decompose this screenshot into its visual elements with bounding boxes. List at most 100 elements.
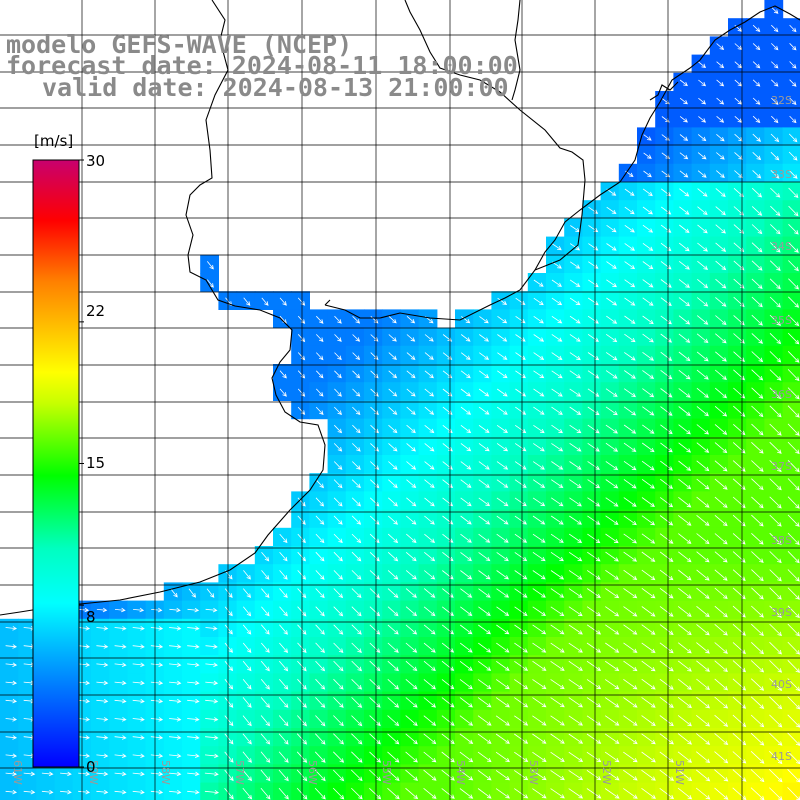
wind-arrow: [279, 533, 288, 544]
wind-arrow: [569, 261, 581, 269]
wind-arrow: [550, 497, 564, 507]
wind-cell: [782, 54, 800, 74]
wind-arrow: [605, 388, 618, 397]
wind-arrow: [224, 733, 234, 745]
wind-arrow: [406, 370, 416, 379]
wind-arrow: [623, 788, 638, 799]
wind-arrow: [460, 461, 472, 470]
wind-arrow: [96, 717, 109, 722]
wind-arrow: [387, 533, 399, 544]
wind-arrow: [678, 333, 691, 343]
wind-arrow: [605, 551, 619, 562]
wind-arrow: [551, 297, 563, 306]
wind-arrow: [697, 242, 708, 252]
wind-arrow: [752, 115, 761, 123]
wind-arrow: [132, 789, 145, 795]
wind-arrow: [78, 789, 91, 795]
wind-arrow: [316, 352, 324, 361]
wind-arrow: [187, 698, 200, 704]
wind-arrow: [334, 388, 342, 397]
wind-arrow: [314, 787, 326, 800]
wind-arrow: [224, 715, 234, 727]
wind-arrow: [751, 551, 764, 563]
wind-arrow: [532, 624, 547, 635]
wind-arrow: [442, 588, 454, 598]
wind-arrow: [260, 697, 271, 708]
wind-arrow: [587, 333, 599, 342]
wind-arrow: [279, 297, 287, 306]
wind-arrow: [460, 370, 471, 379]
wind-arrow: [660, 279, 672, 288]
wind-arrow: [388, 461, 398, 470]
wind-arrow: [369, 606, 381, 617]
wind-arrow: [787, 351, 800, 363]
wind-arrow: [114, 735, 127, 740]
wind-arrow: [771, 79, 779, 87]
wind-arrow: [423, 679, 436, 690]
wind-arrow: [643, 170, 652, 178]
wind-arrow: [496, 606, 510, 616]
wind-arrow: [623, 733, 638, 745]
wind-arrow: [678, 297, 691, 307]
wind-arrow: [441, 642, 455, 653]
wind-arrow: [78, 662, 91, 667]
wind-arrow: [696, 551, 710, 563]
wind-arrow: [787, 787, 800, 800]
wind-arrow: [714, 587, 728, 600]
wind-arrow: [315, 479, 324, 489]
wind-arrow: [242, 606, 252, 617]
wind-arrow: [96, 662, 109, 667]
wind-arrow: [514, 606, 528, 616]
wind-arrow: [714, 369, 727, 380]
wind-arrow: [551, 479, 564, 488]
wind-arrow: [460, 606, 473, 617]
wind-arrow: [369, 642, 381, 653]
wind-arrow: [569, 442, 582, 452]
wind-arrow: [641, 587, 656, 599]
wind-arrow: [586, 697, 602, 708]
wind-arrow: [496, 588, 510, 598]
wind-arrow: [170, 588, 178, 598]
wind-arrow: [659, 787, 675, 800]
wind-arrow: [224, 751, 234, 763]
wind-arrow: [551, 243, 562, 251]
wind-arrow: [406, 352, 416, 360]
wind-arrow: [60, 789, 72, 795]
wind-arrow: [769, 660, 783, 673]
wind-arrow: [769, 641, 782, 655]
wind-arrow: [641, 715, 656, 726]
wind-arrow: [716, 170, 725, 178]
wind-arrow: [150, 662, 164, 667]
wind-arrow: [696, 642, 710, 654]
wind-arrow: [752, 97, 761, 105]
wind-arrow: [496, 515, 509, 525]
wind-arrow: [750, 751, 765, 764]
wind-arrow: [714, 387, 728, 399]
wind-arrow: [60, 771, 72, 777]
wind-arrow: [696, 533, 710, 545]
wind-arrow: [750, 714, 765, 728]
wind-arrow: [568, 551, 583, 562]
wind-arrow: [477, 697, 492, 708]
wind-arrow: [242, 624, 252, 635]
wind-arrow: [460, 443, 472, 452]
lon-label: 59W: [87, 760, 100, 785]
wind-arrow: [550, 733, 565, 744]
wind-cell: [163, 782, 183, 800]
wind-arrow: [789, 79, 797, 87]
wind-arrow: [532, 697, 547, 708]
wind-arrow: [770, 224, 781, 235]
wind-arrow: [697, 134, 707, 142]
wind-arrow: [387, 570, 399, 580]
wind-arrow: [660, 424, 673, 435]
wind-arrow: [623, 606, 638, 617]
wind-arrow: [714, 478, 728, 490]
wind-arrow: [752, 43, 761, 51]
wind-arrow: [568, 660, 583, 671]
wind-arrow: [459, 660, 473, 671]
wind-arrow: [150, 789, 164, 795]
wind-arrow: [316, 370, 324, 379]
wind-arrow: [587, 533, 601, 544]
wind-arrow: [660, 478, 674, 489]
